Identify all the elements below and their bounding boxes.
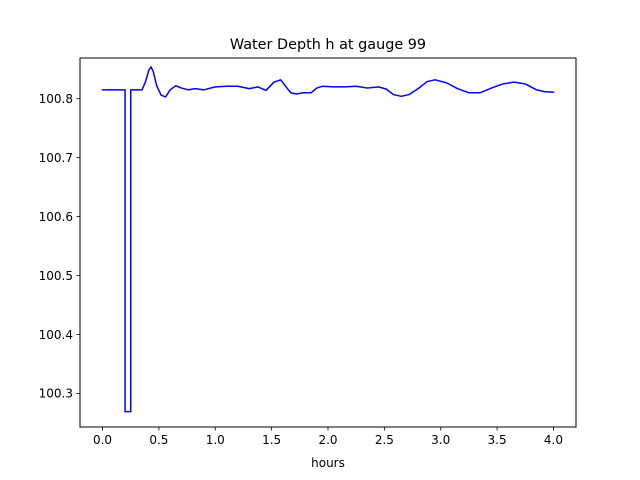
x-tick-label: 2.5 [375,433,394,447]
x-tick-label: 2.0 [318,433,337,447]
y-axis-ticks: 100.3 100.4 100.5 100.6 100.7 100.8 [39,92,80,401]
series-layer [101,66,555,413]
chart-title: Water Depth h at gauge 99 [230,37,426,53]
x-axis-label: hours [311,456,345,470]
x-tick-label: 0.0 [93,433,112,447]
plot-frame [79,57,577,428]
y-tick-label: 100.3 [39,387,73,401]
y-tick-label: 100.6 [39,210,73,224]
y-tick-label: 100.7 [39,151,73,165]
y-tick-label: 100.5 [39,269,73,283]
y-tick-label: 100.8 [39,92,73,106]
x-tick-label: 1.0 [206,433,225,447]
x-tick-label: 4.0 [544,433,563,447]
series-line-1 [101,66,555,413]
x-tick-label: 0.5 [149,433,168,447]
x-tick-label: 3.0 [431,433,450,447]
y-tick-label: 100.4 [39,328,73,342]
x-tick-label: 1.5 [262,433,281,447]
x-tick-label: 3.5 [488,433,507,447]
x-axis-ticks: 0.0 0.5 1.0 1.5 2.0 2.5 3.0 3.5 4.0 [93,427,563,447]
